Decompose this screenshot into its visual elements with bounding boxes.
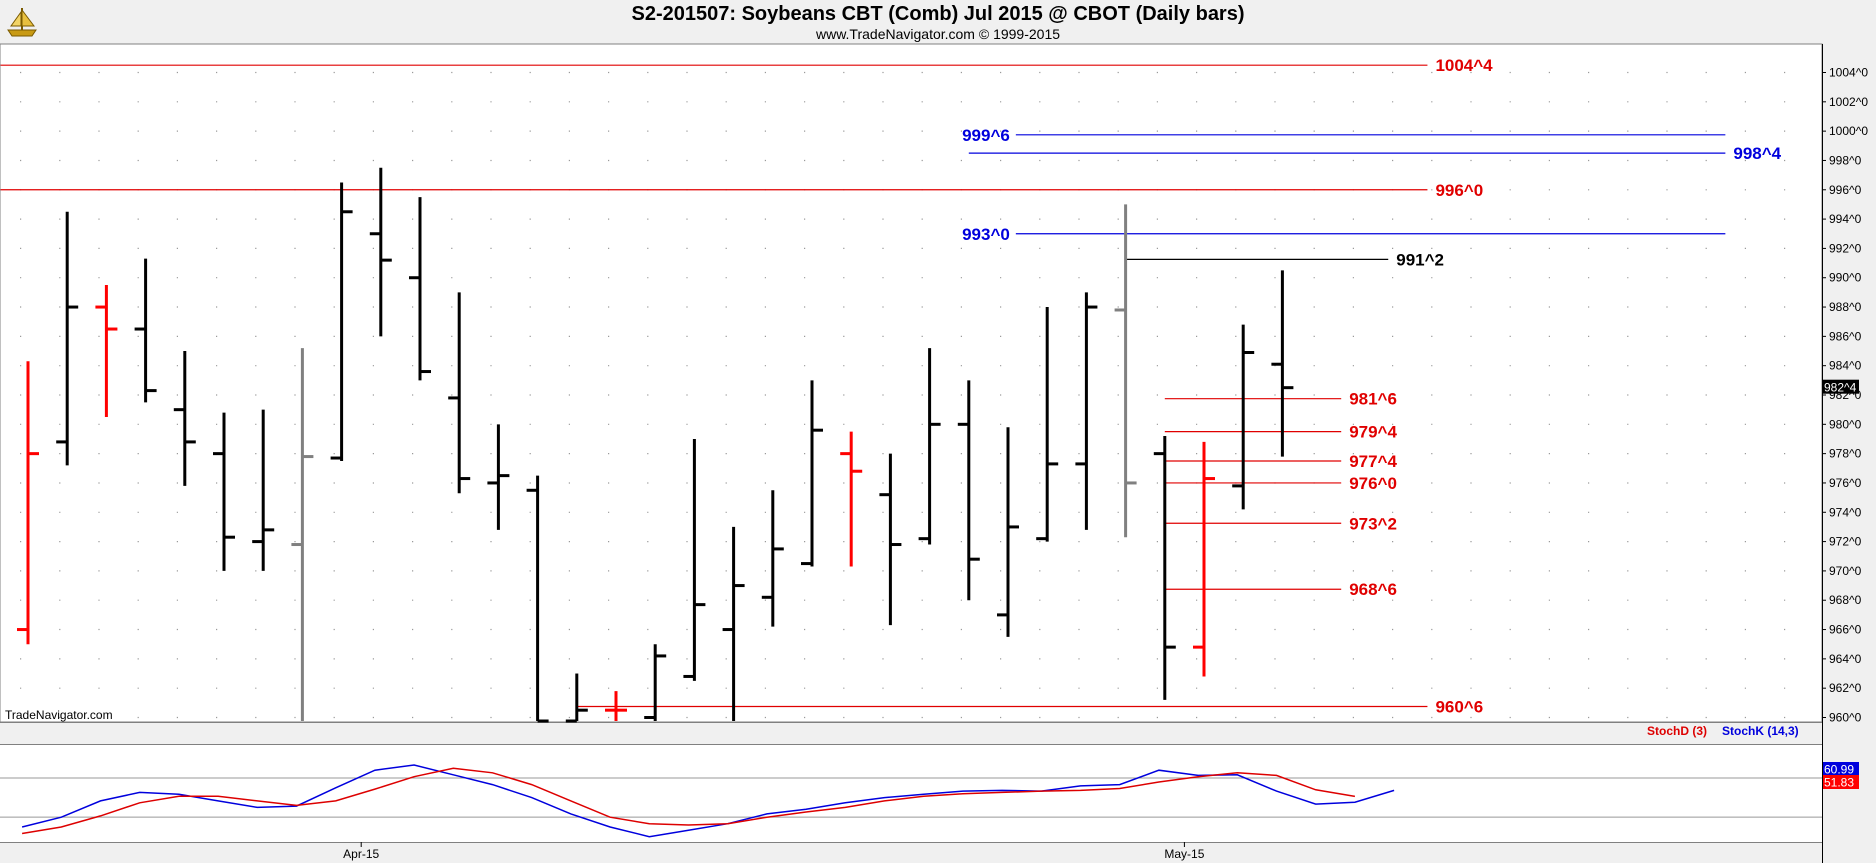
ohlc-bar [644, 644, 667, 721]
ohlc-bar [409, 197, 431, 381]
stochd-last-badge [1823, 775, 1859, 789]
ohlc-bar [134, 258, 157, 403]
y-tick-label: 964^0 [1829, 652, 1862, 666]
ohlc-bars [17, 167, 1294, 723]
y-tick-label: 990^0 [1829, 271, 1862, 285]
ohlc-bar [997, 427, 1019, 637]
level-label: 998^4 [1733, 144, 1781, 163]
y-tick-label: 980^0 [1829, 417, 1862, 431]
stoch-series-line [21, 767, 1356, 835]
ohlc-bar [565, 673, 588, 723]
stochk-last-label: 60.99 [1824, 763, 1854, 777]
y-tick-label: 960^0 [1829, 711, 1862, 725]
grid-dots [20, 71, 1786, 719]
level-label: 999^6 [962, 126, 1010, 145]
ohlc-bar [56, 211, 79, 466]
ohlc-bar [722, 526, 745, 721]
price-grid [20, 71, 1786, 719]
legend-stochk: StochK (14,3) [1722, 724, 1799, 738]
ohlc-bar [291, 348, 314, 721]
watermark-text: TradeNavigator.com [5, 708, 113, 722]
stochastic-panel-background [0, 745, 1822, 842]
ohlc-bar [1271, 270, 1294, 457]
last-price-label: 982^4 [1824, 381, 1857, 395]
ohlc-bar [213, 412, 235, 571]
level-label: 981^6 [1349, 390, 1397, 409]
level-label: 977^4 [1349, 452, 1397, 471]
y-tick-label: 972^0 [1829, 535, 1862, 549]
ohlc-bar [526, 475, 549, 723]
ohlc-bar [95, 285, 118, 417]
ohlc-bar [683, 438, 706, 681]
y-tick-label: 992^0 [1829, 241, 1862, 255]
y-tick-label: 986^0 [1829, 329, 1862, 343]
stochastic-lines [21, 764, 1395, 838]
y-tick-label: 996^0 [1829, 183, 1862, 197]
ohlc-bar [957, 380, 980, 601]
ohlc-bar [1036, 307, 1059, 542]
y-tick-label: 968^0 [1829, 593, 1862, 607]
ohlc-bar [918, 348, 941, 545]
ohlc-bar [879, 453, 902, 626]
level-label: 979^4 [1349, 423, 1397, 442]
ohlc-bar [605, 691, 627, 721]
chart-title: S2-201507: Soybeans CBT (Comb) Jul 2015 … [631, 3, 1245, 25]
y-tick-label: 976^0 [1829, 476, 1862, 490]
level-label: 960^6 [1435, 698, 1483, 717]
level-label: 1004^4 [1435, 56, 1493, 75]
ohlc-bar [487, 424, 510, 530]
level-label: 991^2 [1396, 250, 1444, 269]
x-tick-label: Apr-15 [343, 847, 379, 861]
ohlc-bar [1232, 324, 1255, 510]
stochd-last-label: 51.83 [1824, 776, 1854, 790]
date-axis: Apr-15 May-15 [343, 842, 1205, 861]
level-label: 993^0 [962, 225, 1010, 244]
y-tick-label: 998^0 [1829, 153, 1862, 167]
ohlc-bar [1193, 441, 1215, 677]
y-tick-label: 978^0 [1829, 447, 1862, 461]
ohlc-bar [252, 409, 275, 571]
y-tick-label: 1004^0 [1829, 66, 1868, 80]
level-label: 976^0 [1349, 474, 1397, 493]
trade-navigator-ship-icon [4, 4, 40, 40]
plot-background [0, 43, 1823, 723]
stochk-last-badge [1823, 762, 1859, 776]
ohlc-bar [1153, 436, 1176, 700]
price-axis: 1004^0 1002^0 1000^0 998^0 996^0 994^0 992^0 99… [1822, 66, 1868, 725]
level-label: 973^2 [1349, 514, 1397, 533]
y-tick-label: 988^0 [1829, 300, 1862, 314]
ohlc-bar [1114, 204, 1137, 538]
ohlc-bar [840, 431, 863, 567]
ohlc-bar [801, 380, 823, 567]
y-tick-label: 970^0 [1829, 564, 1862, 578]
legend-stochd: StochD (3) [1647, 724, 1707, 738]
y-tick-label: 966^0 [1829, 623, 1862, 637]
ohlc-bar [369, 167, 392, 337]
last-price-badge [1823, 379, 1859, 394]
x-tick-label: May-15 [1164, 847, 1204, 861]
stoch-series-line [21, 764, 1395, 838]
y-tick-label: 1000^0 [1829, 124, 1868, 138]
y-tick-label: 1002^0 [1829, 95, 1868, 109]
level-label: 996^0 [1435, 181, 1483, 200]
price-levels: 1004^4 999^6 998^4 996^0 993^0 991^2 981^6 979^… [0, 56, 1782, 717]
ohlc-bar [761, 490, 784, 627]
stochastic-grid [0, 777, 1822, 818]
y-tick-label: 962^0 [1829, 681, 1862, 695]
chart-subtitle: www.TradeNavigator.com © 1999-2015 [815, 26, 1061, 42]
y-tick-label: 974^0 [1829, 505, 1862, 519]
ohlc-bar [1075, 292, 1098, 530]
ohlc-bar [17, 361, 39, 645]
level-label: 968^6 [1349, 580, 1397, 599]
ohlc-bar [173, 351, 196, 486]
ohlc-bar [448, 292, 471, 494]
y-tick-label: 994^0 [1829, 212, 1862, 226]
y-tick-label: 984^0 [1829, 359, 1862, 373]
ohlc-bar [330, 182, 353, 461]
